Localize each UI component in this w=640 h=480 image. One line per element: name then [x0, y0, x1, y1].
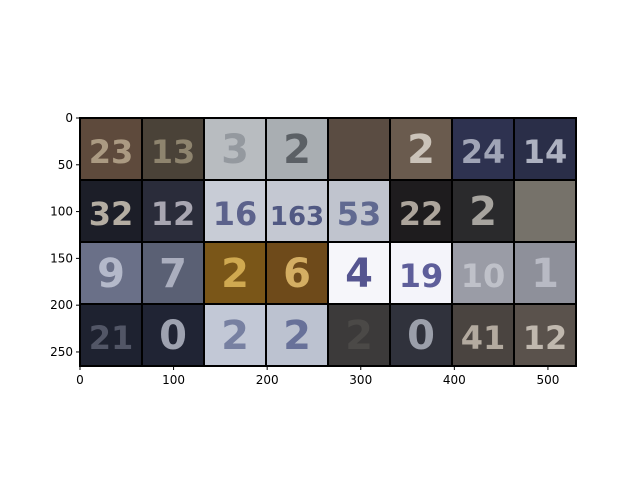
digit-tile: 19 — [389, 241, 453, 305]
digit-tile: 1 — [513, 241, 577, 305]
tile-background — [513, 179, 577, 243]
x-tick-label: 100 — [162, 373, 185, 387]
y-tick-label: 150 — [50, 251, 73, 265]
tile-background — [141, 241, 205, 305]
digit-tile: 2 — [203, 241, 267, 305]
tile-digits: 12 — [523, 319, 568, 357]
digit-tile: 163 — [265, 179, 329, 243]
digit-tile: 4 — [327, 241, 391, 305]
tile-digits: 9 — [97, 251, 125, 297]
tile-digits: 2 — [283, 127, 311, 173]
tile-digits: 0 — [159, 313, 187, 359]
x-tick-label: 300 — [349, 373, 372, 387]
digit-tile — [327, 117, 391, 181]
tile-digits: 2 — [407, 127, 435, 173]
digit-tile: 16 — [203, 179, 267, 243]
y-tick-label: 200 — [50, 298, 73, 312]
digit-tile: 7 — [141, 241, 205, 305]
tile-digits: 24 — [461, 133, 506, 171]
digit-tile: 0 — [389, 303, 453, 367]
tile-background — [451, 241, 515, 305]
digit-tile: 12 — [513, 303, 577, 367]
digit-tile: 53 — [327, 179, 391, 243]
tile-digits: 19 — [399, 257, 444, 295]
digit-tile: 32 — [79, 179, 143, 243]
digit-tile: 10 — [451, 241, 515, 305]
tile-digits: 2 — [283, 313, 311, 359]
tile-digits: 3 — [221, 127, 249, 173]
digit-tile: 2 — [451, 179, 515, 243]
tile-digits: 4 — [345, 251, 373, 297]
digit-tile: 41 — [451, 303, 515, 367]
tile-digits: 2 — [469, 189, 497, 235]
y-tick-label: 50 — [58, 158, 73, 172]
tile-background — [327, 179, 391, 243]
digit-tile: 2 — [389, 117, 453, 181]
digit-tile: 2 — [265, 303, 329, 367]
tile-digits: 53 — [337, 195, 382, 233]
digit-tile: 14 — [513, 117, 577, 181]
tile-digits: 14 — [523, 133, 568, 171]
tile-digits: 163 — [270, 202, 324, 232]
digit-tile: 0 — [141, 303, 205, 367]
y-tick-label: 0 — [65, 111, 73, 125]
digit-tile: 22 — [389, 179, 453, 243]
tile-digits: 7 — [159, 251, 187, 297]
tile-digits: 41 — [461, 319, 506, 357]
tile-digits: 2 — [345, 313, 373, 359]
y-tick-label: 250 — [50, 345, 73, 359]
digit-tile: 23 — [79, 117, 143, 181]
tile-digits: 21 — [89, 319, 134, 357]
tile-digits: 6 — [283, 251, 311, 297]
digit-tile: 2 — [327, 303, 391, 367]
tile-digits: 0 — [407, 313, 435, 359]
tile-background — [327, 117, 391, 181]
digit-tile: 2 — [203, 303, 267, 367]
digit-tile: 2 — [265, 117, 329, 181]
tile-background — [327, 303, 391, 367]
tile-background — [513, 241, 577, 305]
x-axis: 0 100 200 300 400 500 — [76, 366, 559, 387]
tile-background — [327, 241, 391, 305]
tile-background — [451, 117, 515, 181]
tile-background — [389, 241, 453, 305]
digit-tile: 21 — [79, 303, 143, 367]
tile-digits: 16 — [213, 195, 258, 233]
digit-tile: 3 — [203, 117, 267, 181]
tile-digits: 10 — [461, 257, 506, 295]
tile-background — [451, 303, 515, 367]
y-axis: 0 50 100 150 200 250 — [50, 111, 80, 359]
tile-digits: 22 — [399, 195, 444, 233]
axes-frame — [79, 117, 577, 367]
x-tick-label: 200 — [256, 373, 279, 387]
tile-background — [451, 179, 515, 243]
tile-background — [203, 241, 267, 305]
tile-digits: 1 — [531, 251, 559, 297]
digit-tile — [513, 179, 577, 243]
digit-tile: 13 — [141, 117, 205, 181]
tile-digits: 23 — [89, 133, 134, 171]
tile-digits: 2 — [221, 313, 249, 359]
x-tick-label: 0 — [76, 373, 84, 387]
digit-tile: 24 — [451, 117, 515, 181]
tile-background — [141, 117, 205, 181]
tile-digits: 2 — [221, 251, 249, 297]
tile-digits: 32 — [89, 195, 134, 233]
x-tick-label: 400 — [443, 373, 466, 387]
tile-digits: 13 — [151, 133, 196, 171]
y-tick-label: 100 — [50, 205, 73, 219]
tile-digits: 12 — [151, 195, 196, 233]
digit-tile: 12 — [141, 179, 205, 243]
x-tick-label: 500 — [536, 373, 559, 387]
digit-tile: 9 — [79, 241, 143, 305]
tile-background — [79, 303, 143, 367]
tile-background — [203, 179, 267, 243]
digit-tile: 6 — [265, 241, 329, 305]
